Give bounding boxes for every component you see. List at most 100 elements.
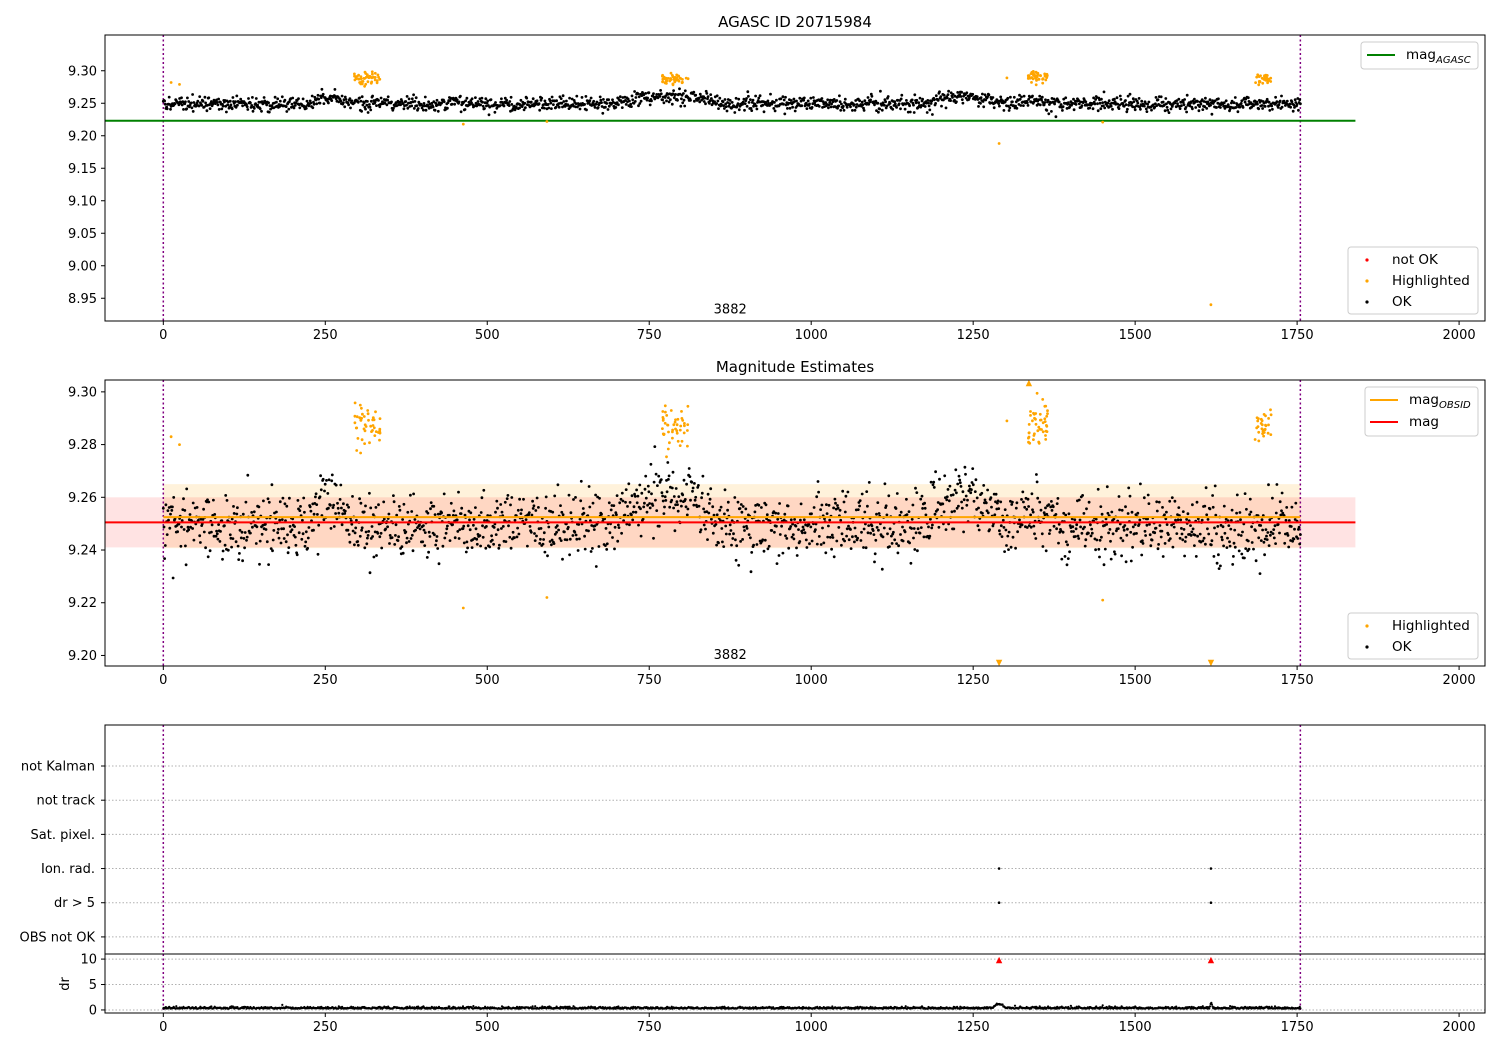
ok-point [895,106,898,109]
ok-point [490,538,494,542]
dr-point [617,1005,620,1008]
ok-point [493,110,497,114]
ok-point [544,495,548,499]
ok-point [837,526,841,529]
ok-point [214,534,218,538]
ok-point [488,545,492,549]
ok-point [527,511,531,514]
ok-point [854,105,858,109]
highlighted-point [1260,419,1264,423]
ok-point [407,522,410,526]
ok-point [1062,97,1066,101]
ok-point [1111,532,1115,536]
ok-point [231,537,235,540]
ok-point [390,100,393,104]
ok-point [675,500,679,504]
ok-point [1023,505,1027,509]
ok-point [206,498,209,502]
legend-marker-highlighted [1365,279,1369,283]
ok-point [560,101,564,105]
ok-point [869,531,872,535]
ok-point [249,531,252,535]
highlighted-point [373,78,377,82]
ok-point [1038,500,1042,504]
ok-point [167,95,171,99]
ok-point [776,512,780,515]
ok-point [934,102,937,105]
ok-point [1142,496,1146,500]
ok-point [945,498,949,502]
ok-point [256,103,259,107]
ok-point [402,107,406,111]
ok-point [741,102,744,106]
ok-point [831,100,835,104]
ok-point [866,504,869,508]
ok-point [959,95,963,98]
highlighted-point [1037,425,1041,429]
ok-point [1203,504,1207,508]
ok-point [217,523,221,526]
x-tick-label: 1000 [795,673,828,688]
ok-point [1210,539,1214,543]
ok-point [168,526,172,530]
ok-point [588,99,592,103]
ok-point [1220,535,1224,539]
ok-point [654,472,658,476]
ok-point [243,546,247,550]
ok-point [892,530,895,534]
ok-point [418,527,422,531]
ok-point [323,489,326,493]
highlighted-point [365,73,369,77]
ok-point [530,513,534,517]
highlighted-point [355,449,359,452]
ok-point [786,504,790,508]
ok-point [412,107,416,110]
highlighted-point [675,423,679,427]
ok-point [833,497,837,501]
ok-point [819,508,822,511]
ok-point [639,99,643,103]
ok-point [1164,97,1168,100]
ok-point [265,540,269,544]
ok-point [243,531,247,534]
ok-point [386,95,390,99]
ok-point [562,100,566,103]
ok-point [520,508,523,512]
ok-point [332,503,335,507]
ok-point [1026,104,1030,107]
ok-point [853,103,856,107]
ok-point [1299,102,1302,106]
ok-point [1031,510,1035,514]
ok-point [717,541,720,545]
ok-point [1167,533,1170,536]
ok-point [594,565,598,568]
ok-point [700,491,704,495]
ok-point [1135,532,1138,535]
ok-point [912,111,916,114]
ok-point [330,473,334,477]
ok-point [1133,108,1137,112]
ok-point [1107,531,1110,535]
ok-point [877,512,881,515]
ok-point [392,107,395,110]
ok-point [1018,518,1021,522]
ok-point [410,97,414,101]
ok-point [1149,544,1153,548]
ok-point [977,528,981,532]
ok-point [1263,553,1266,557]
ok-point [189,525,193,529]
ok-point [773,109,777,113]
ok-point [846,490,850,494]
ok-point [161,506,165,510]
ok-point [801,531,804,535]
ok-point [976,524,980,528]
legend-marker-highlighted [1365,624,1369,628]
ok-point [622,519,625,522]
ok-point [468,528,472,532]
ok-point [1159,95,1163,99]
ok-point [416,107,420,110]
ok-point [887,494,891,498]
ok-point [655,93,659,96]
ok-point [340,506,343,510]
ok-point [647,91,651,95]
